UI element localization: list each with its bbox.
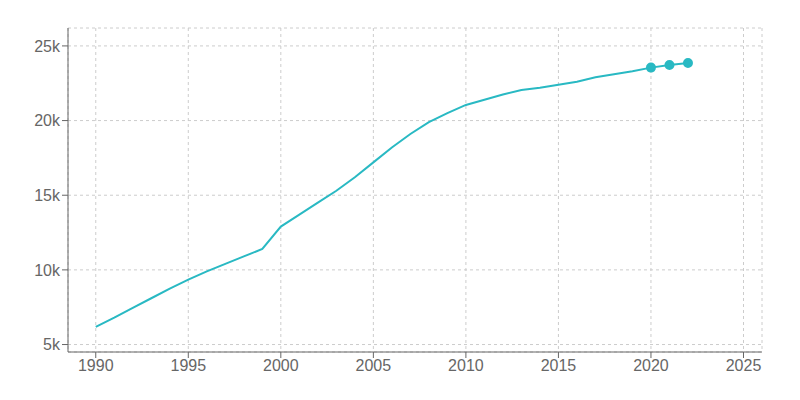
svg-text:25k: 25k — [34, 38, 61, 55]
svg-text:2015: 2015 — [541, 357, 577, 374]
svg-text:1990: 1990 — [78, 357, 114, 374]
svg-text:10k: 10k — [34, 262, 61, 279]
svg-text:2020: 2020 — [633, 357, 669, 374]
svg-text:2000: 2000 — [263, 357, 299, 374]
svg-text:2005: 2005 — [356, 357, 392, 374]
svg-text:1995: 1995 — [170, 357, 206, 374]
svg-text:5k: 5k — [43, 336, 61, 353]
svg-text:2025: 2025 — [726, 357, 762, 374]
svg-text:2010: 2010 — [448, 357, 484, 374]
svg-text:20k: 20k — [34, 112, 61, 129]
svg-text:15k: 15k — [34, 187, 61, 204]
